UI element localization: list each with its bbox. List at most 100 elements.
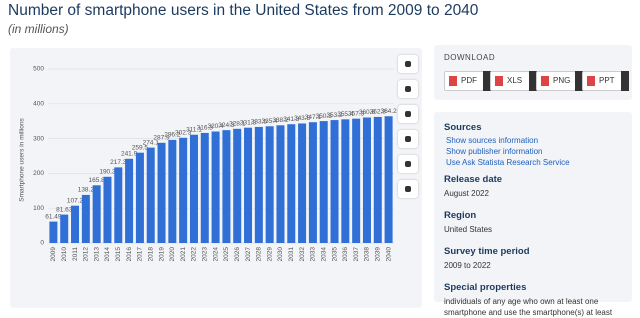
bar bbox=[125, 158, 134, 243]
bar bbox=[92, 185, 101, 243]
settings-button[interactable] bbox=[398, 105, 418, 123]
value-label: 241.9 bbox=[121, 151, 138, 158]
chart: Smartphone users in millions 0 100 200 300 4… bbox=[19, 66, 397, 262]
file-icon bbox=[495, 76, 503, 86]
plus-tab[interactable] bbox=[575, 71, 583, 91]
value-label: 324.3 bbox=[218, 122, 235, 129]
x-tick-label: 2011 bbox=[72, 247, 79, 261]
x-tick-label: 2030 bbox=[277, 247, 284, 262]
x-tick-label: 2034 bbox=[320, 247, 327, 262]
bar bbox=[103, 176, 112, 243]
bar bbox=[60, 214, 69, 243]
y-tick-label: 500 bbox=[33, 66, 44, 73]
value-label: 347.1 bbox=[305, 114, 322, 121]
bar bbox=[135, 152, 144, 243]
x-tick-label: 2021 bbox=[180, 247, 187, 262]
y-tick-label: 400 bbox=[33, 101, 44, 108]
plus-tab[interactable] bbox=[483, 71, 491, 91]
favorite-button[interactable] bbox=[398, 55, 418, 73]
section-value: 2009 to 2022 bbox=[444, 261, 491, 270]
bar bbox=[384, 116, 393, 243]
value-label: 311.1 bbox=[186, 126, 202, 133]
source-link[interactable]: Show sources information bbox=[446, 136, 539, 145]
value-label: 360.6 bbox=[359, 109, 376, 116]
value-label: 362.3 bbox=[370, 109, 387, 116]
download-button[interactable]: PNG bbox=[536, 71, 583, 91]
print-button[interactable] bbox=[398, 180, 418, 198]
x-tick-label: 2028 bbox=[256, 247, 263, 262]
value-label: 364.2 bbox=[380, 108, 397, 115]
button-label: PPT bbox=[599, 76, 615, 85]
x-tick-label: 2013 bbox=[93, 247, 100, 262]
x-tick-label: 2014 bbox=[104, 247, 111, 262]
x-tick-label: 2009 bbox=[50, 247, 57, 262]
value-label: 61.49 bbox=[45, 213, 62, 220]
value-label: 350.3 bbox=[316, 113, 333, 120]
file-icon bbox=[541, 76, 549, 86]
x-tick-label: 2018 bbox=[147, 247, 154, 262]
details-box: Sources Show sources information Show publ… bbox=[434, 112, 632, 317]
download-button[interactable]: XLS bbox=[490, 71, 537, 91]
y-axis-label: Smartphone users in millions bbox=[19, 118, 26, 202]
value-label: 353.2 bbox=[326, 112, 343, 119]
value-label: 333.5 bbox=[251, 119, 268, 126]
section-value: United States bbox=[444, 225, 493, 234]
value-label: 190.3 bbox=[99, 168, 116, 175]
bar bbox=[211, 131, 220, 243]
value-label: 338.2 bbox=[272, 117, 289, 124]
file-icon bbox=[587, 76, 595, 86]
y-tick-label: 300 bbox=[33, 135, 44, 142]
y-tick-label: 0 bbox=[40, 240, 44, 247]
bar bbox=[168, 139, 177, 243]
bar bbox=[254, 126, 263, 243]
value-label: 274.1 bbox=[143, 139, 160, 146]
section-title: Special properties bbox=[444, 282, 527, 293]
x-tick-label: 2033 bbox=[310, 247, 317, 262]
bar bbox=[308, 122, 317, 243]
bar bbox=[157, 142, 166, 243]
value-label: 302.3 bbox=[175, 130, 192, 137]
x-tick-label: 2022 bbox=[191, 247, 198, 262]
plus-tab[interactable] bbox=[621, 71, 629, 91]
x-tick-label: 2036 bbox=[342, 247, 349, 262]
plus-tab[interactable] bbox=[529, 71, 537, 91]
share-button[interactable] bbox=[398, 130, 418, 148]
x-tick-label: 2015 bbox=[115, 247, 122, 262]
button-label: PDF bbox=[461, 76, 477, 85]
alert-button[interactable] bbox=[398, 80, 418, 98]
section-title: Region bbox=[444, 210, 477, 221]
x-tick-label: 2032 bbox=[299, 247, 306, 262]
bar bbox=[222, 130, 231, 243]
button-label: XLS bbox=[507, 76, 523, 85]
x-tick-label: 2019 bbox=[158, 247, 165, 262]
value-label: 138.2 bbox=[78, 187, 95, 194]
y-tick-label: 200 bbox=[33, 170, 44, 177]
download-box: DOWNLOAD PDF XLS PNG PPT bbox=[434, 45, 632, 100]
value-label: 357.3 bbox=[348, 110, 365, 117]
x-tick-label: 2038 bbox=[364, 247, 371, 262]
x-tick-label: 2024 bbox=[212, 247, 219, 262]
value-label: 259.5 bbox=[132, 144, 149, 151]
value-label: 320.4 bbox=[207, 123, 224, 130]
bar bbox=[200, 132, 209, 243]
bar bbox=[114, 167, 123, 243]
bar bbox=[362, 117, 371, 243]
bar bbox=[298, 123, 307, 243]
source-link[interactable]: Use Ask Statista Research Service bbox=[446, 158, 570, 167]
value-label: 341.3 bbox=[283, 116, 300, 123]
x-tick-label: 2035 bbox=[331, 247, 338, 262]
download-button[interactable]: PPT bbox=[582, 71, 629, 91]
x-tick-label: 2031 bbox=[288, 247, 295, 262]
chart-subtitle: (in millions) bbox=[8, 22, 69, 36]
value-label: 81.63 bbox=[56, 206, 73, 213]
source-link[interactable]: Show publisher information bbox=[446, 147, 543, 156]
y-tick-label: 100 bbox=[33, 205, 44, 212]
section-value: August 2022 bbox=[444, 189, 489, 198]
x-tick-label: 2037 bbox=[353, 247, 360, 262]
cite-button[interactable] bbox=[398, 155, 418, 173]
value-label: 296.2 bbox=[164, 132, 181, 139]
value-label: 343.5 bbox=[294, 115, 311, 122]
value-label: 331.3 bbox=[240, 119, 257, 126]
bar bbox=[287, 124, 296, 243]
download-button[interactable]: PDF bbox=[444, 71, 491, 91]
